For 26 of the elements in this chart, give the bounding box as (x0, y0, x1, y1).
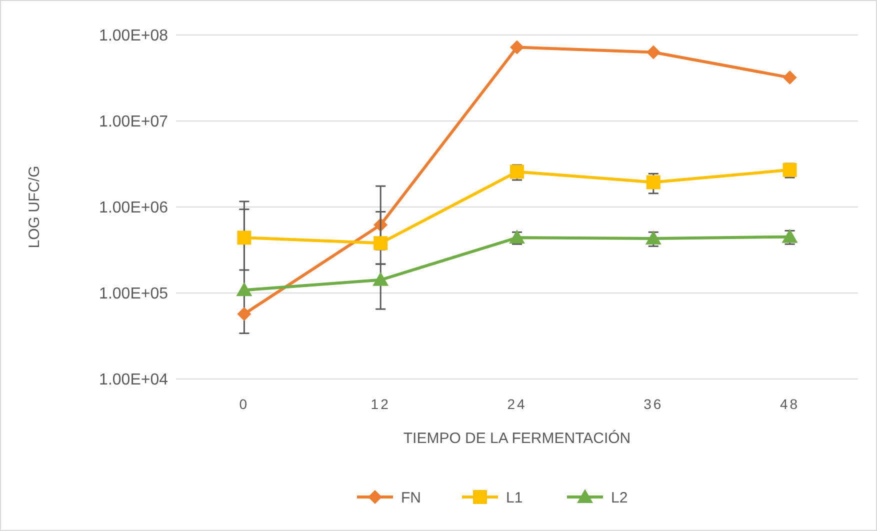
point (237, 306, 252, 321)
point (372, 272, 389, 286)
point (646, 45, 660, 60)
legend-label: L1 (506, 489, 523, 506)
x-tick-label: 48 (780, 396, 800, 412)
point (782, 70, 797, 85)
point (510, 40, 524, 54)
point (374, 236, 388, 250)
x-tick-label: 36 (644, 396, 664, 412)
y-axis-title: LOG UFC/G (26, 166, 43, 248)
x-axis-title: TIEMPO DE LA FERMENTACIÓN (403, 429, 631, 447)
x-tick-label: 0 (239, 396, 250, 412)
x-tick-label: 12 (370, 396, 390, 412)
y-tick-label: 1.00E+07 (99, 114, 168, 131)
point (236, 282, 252, 296)
y-tick-label: 1.00E+05 (99, 286, 168, 303)
y-tick-label: 1.00E+08 (99, 28, 168, 45)
point (782, 228, 798, 243)
y-tick-label: 1.00E+04 (99, 372, 168, 389)
legend-label: L2 (611, 489, 628, 506)
point (645, 230, 662, 245)
point (237, 230, 252, 245)
point (646, 175, 660, 190)
legend-label: FN (401, 489, 421, 506)
y-tick-label: 1.00E+06 (99, 200, 168, 217)
x-tick-label: 24 (507, 396, 527, 412)
